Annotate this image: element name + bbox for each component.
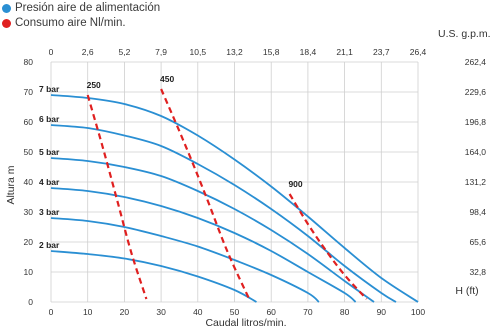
- right-y-tick-label: 98,4: [469, 207, 486, 217]
- x-axis-title: Caudal litros/min.: [205, 317, 286, 329]
- top-x-tick-label: 21,1: [336, 47, 353, 57]
- pressure-curve-label: 3 bar: [39, 207, 60, 217]
- top-x-tick-label: 15,8: [263, 47, 280, 57]
- right-y-tick-label: 262,4: [465, 57, 487, 67]
- top-x-tick-label: 0: [49, 47, 54, 57]
- y-tick-label: 10: [24, 267, 34, 277]
- legend-dot-red-icon: [2, 18, 11, 28]
- y-tick-label: 20: [24, 237, 34, 247]
- x-tick-label: 0: [49, 307, 54, 317]
- x-tick-label: 20: [120, 307, 130, 317]
- top-axis-title: U.S. g.p.m.: [438, 28, 491, 40]
- pressure-curve-line: [50, 124, 397, 303]
- x-tick-label: 60: [266, 307, 276, 317]
- axis-ticks: 0 0 10 2,6 20 5,2 30 7,9 40 10,5 50 13,2 60 15,8 70 18,…: [24, 47, 487, 317]
- air-consumption-label: 250: [87, 80, 101, 90]
- right-y-tick-label: 229,6: [465, 87, 487, 97]
- x-tick-label: 40: [193, 307, 203, 317]
- grid: [50, 61, 419, 303]
- air-consumption-curves: [86, 88, 368, 300]
- x-tick-label: 100: [411, 307, 425, 317]
- legend-item-air-consumption: Consumo aire Nl/min.: [2, 17, 126, 29]
- x-tick-label: 80: [340, 307, 350, 317]
- y-tick-label: 0: [28, 297, 33, 307]
- pressure-curve-label: 5 bar: [39, 147, 60, 157]
- y-axis-title: Altura m: [5, 165, 17, 204]
- pressure-curve-line: [50, 157, 375, 303]
- y-tick-label: 60: [24, 117, 34, 127]
- legend-item-feed-pressure: Presión aire de alimentación: [2, 2, 160, 14]
- right-y-tick-label: 32,8: [469, 267, 486, 277]
- top-x-tick-label: 18,4: [300, 47, 317, 57]
- legend-label-air-consumption: Consumo aire Nl/min.: [15, 17, 126, 29]
- top-x-tick-label: 2,6: [82, 47, 94, 57]
- y-tick-label: 70: [24, 87, 34, 97]
- y-tick-label: 30: [24, 207, 34, 217]
- x-tick-label: 90: [377, 307, 387, 317]
- pressure-curve-line: [50, 94, 419, 303]
- x-tick-label: 10: [83, 307, 93, 317]
- pressure-curve-line: [50, 250, 257, 303]
- y-tick-label: 80: [24, 57, 34, 67]
- top-x-tick-label: 13,2: [226, 47, 243, 57]
- x-tick-label: 50: [230, 307, 240, 317]
- right-y-tick-label: 164,0: [465, 147, 487, 157]
- pressure-curve-label: 7 bar: [39, 84, 60, 94]
- pressure-curve-label: 4 bar: [39, 177, 60, 187]
- top-x-tick-label: 7,9: [155, 47, 167, 57]
- top-x-tick-label: 23,7: [373, 47, 390, 57]
- y-tick-label: 50: [24, 147, 34, 157]
- right-y-tick-label: 131,2: [465, 177, 487, 187]
- air-consumption-label: 450: [160, 74, 174, 84]
- air-consumption-line: [160, 88, 251, 300]
- legend-dot-blue-icon: [2, 3, 11, 13]
- air-consumption-line: [288, 193, 368, 300]
- top-x-tick-label: 26,4: [410, 47, 427, 57]
- air-consumption-label: 900: [288, 179, 302, 189]
- pressure-curve-line: [50, 217, 320, 303]
- curve-labels: 2 bar 3 bar 4 bar 5 bar 6 bar 7 bar 250 450 900: [39, 74, 303, 250]
- right-axis-title: H (ft): [455, 285, 478, 297]
- legend-label-feed-pressure: Presión aire de alimentación: [15, 2, 161, 14]
- x-tick-label: 30: [156, 307, 166, 317]
- right-y-tick-label: 196,8: [465, 117, 487, 127]
- pressure-curve-label: 2 bar: [39, 240, 60, 250]
- y-tick-label: 40: [24, 177, 34, 187]
- x-tick-label: 70: [303, 307, 313, 317]
- pressure-curve-line: [50, 187, 357, 303]
- pressure-curves: [50, 94, 419, 303]
- pressure-curve-label: 6 bar: [39, 114, 60, 124]
- right-y-tick-label: 65,6: [469, 237, 486, 247]
- top-x-tick-label: 5,2: [118, 47, 130, 57]
- air-consumption-line: [86, 94, 148, 300]
- top-x-tick-label: 10,5: [190, 47, 207, 57]
